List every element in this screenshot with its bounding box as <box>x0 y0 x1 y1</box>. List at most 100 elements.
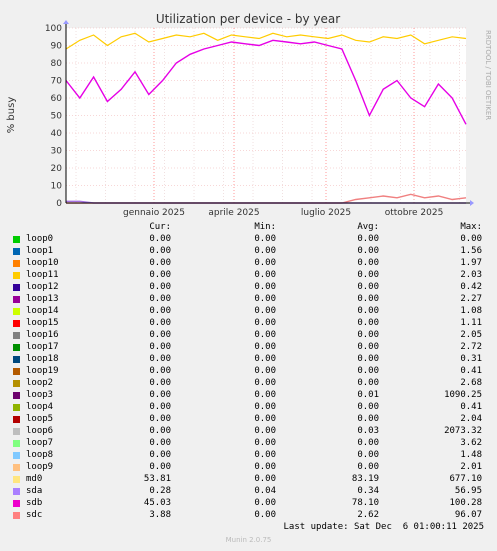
legend-row: loop16 0.00 0.00 0.00 2.05 <box>0 330 497 342</box>
legend-min: 0.00 <box>254 462 276 472</box>
legend-row: loop19 0.00 0.00 0.00 0.41 <box>0 366 497 378</box>
x-tick-label: luglio 2025 <box>301 208 351 218</box>
legend-swatch <box>13 248 20 255</box>
legend-row: loop13 0.00 0.00 0.00 2.27 <box>0 294 497 306</box>
legend-avg: 0.00 <box>357 258 379 268</box>
legend-max: 0.00 <box>460 234 482 244</box>
legend-max: 2073.32 <box>444 426 482 436</box>
legend-max: 677.10 <box>449 474 482 484</box>
legend-max: 0.41 <box>460 366 482 376</box>
legend-avg: 0.00 <box>357 330 379 340</box>
legend-min: 0.00 <box>254 474 276 484</box>
legend-avg: 0.00 <box>357 450 379 460</box>
y-tick-label: 80 <box>51 59 63 69</box>
legend-cur: 45.03 <box>143 498 171 508</box>
legend-swatch <box>13 392 20 399</box>
legend-cur: 53.81 <box>143 474 171 484</box>
grid <box>66 27 466 204</box>
x-axis-arrow <box>470 200 474 206</box>
legend-swatch <box>13 380 20 387</box>
legend-avg: 0.00 <box>357 342 379 352</box>
y-tick-label: 50 <box>51 112 63 122</box>
y-tick-label: 60 <box>51 94 63 104</box>
legend-min: 0.00 <box>254 306 276 316</box>
legend-max: 96.07 <box>454 510 482 520</box>
legend-row: loop17 0.00 0.00 0.00 2.72 <box>0 342 497 354</box>
legend-avg: 0.00 <box>357 246 379 256</box>
legend-name: loop1 <box>26 246 54 256</box>
legend-cur: 0.00 <box>149 414 171 424</box>
legend-swatch <box>13 440 20 447</box>
legend-avg: 78.10 <box>351 498 379 508</box>
legend-name: sda <box>26 486 43 496</box>
y-tick-label: 40 <box>51 129 63 139</box>
legend-name: sdb <box>26 498 43 508</box>
legend-max: 0.31 <box>460 354 482 364</box>
legend-min: 0.00 <box>254 330 276 340</box>
legend-swatch <box>13 404 20 411</box>
y-tick-label: 70 <box>51 77 63 87</box>
y-axis-label: % busy <box>6 97 17 134</box>
y-tick-label: 30 <box>51 147 63 157</box>
legend-row: loop4 0.00 0.00 0.00 0.41 <box>0 402 497 414</box>
legend-header-cur: Cur: <box>149 222 171 232</box>
legend-avg: 2.62 <box>357 510 379 520</box>
legend-swatch <box>13 452 20 459</box>
legend-cur: 0.00 <box>149 438 171 448</box>
legend-row: loop9 0.00 0.00 0.00 2.01 <box>0 462 497 474</box>
legend-max: 1.97 <box>460 258 482 268</box>
legend-swatch <box>13 356 20 363</box>
legend-cur: 3.88 <box>149 510 171 520</box>
legend-max: 2.72 <box>460 342 482 352</box>
x-tick-label: ottobre 2025 <box>385 208 444 218</box>
legend-row: sdb 45.03 0.00 78.10 100.28 <box>0 498 497 510</box>
legend-avg: 0.00 <box>357 318 379 328</box>
legend-row: loop8 0.00 0.00 0.00 1.48 <box>0 450 497 462</box>
legend-cur: 0.00 <box>149 330 171 340</box>
legend-name: loop13 <box>26 294 59 304</box>
last-update: Last update: Sat Dec 6 01:00:11 2025 <box>283 522 484 532</box>
legend-cur: 0.00 <box>149 390 171 400</box>
legend-min: 0.00 <box>254 366 276 376</box>
legend-max: 1.56 <box>460 246 482 256</box>
legend-name: loop3 <box>26 390 54 400</box>
legend-cur: 0.00 <box>149 354 171 364</box>
legend-name: loop10 <box>26 258 59 268</box>
legend-min: 0.00 <box>254 318 276 328</box>
legend-min: 0.00 <box>254 294 276 304</box>
legend-header-avg: Avg: <box>357 222 379 232</box>
legend-row: loop2 0.00 0.00 0.00 2.68 <box>0 378 497 390</box>
legend-row: loop3 0.00 0.00 0.01 1090.25 <box>0 390 497 402</box>
legend-swatch <box>13 296 20 303</box>
legend-max: 1.11 <box>460 318 482 328</box>
legend-min: 0.00 <box>254 234 276 244</box>
y-axis-arrow <box>63 20 69 24</box>
legend-name: loop5 <box>26 414 54 424</box>
legend-avg: 0.00 <box>357 234 379 244</box>
legend-name: loop12 <box>26 282 59 292</box>
legend-name: loop15 <box>26 318 59 328</box>
legend-avg: 0.00 <box>357 270 379 280</box>
legend-cur: 0.00 <box>149 378 171 388</box>
rrdtool-watermark: RRDTOOL / TOBI OETIKER <box>484 30 492 120</box>
legend-cur: 0.28 <box>149 486 171 496</box>
y-tick-label: 90 <box>51 42 63 52</box>
legend-row: sda 0.28 0.04 0.34 56.95 <box>0 486 497 498</box>
legend-row: loop5 0.00 0.00 0.00 2.04 <box>0 414 497 426</box>
legend-name: loop17 <box>26 342 59 352</box>
legend-swatch <box>13 344 20 351</box>
legend-name: loop11 <box>26 270 59 280</box>
legend-cur: 0.00 <box>149 306 171 316</box>
legend-avg: 0.00 <box>357 306 379 316</box>
x-tick-label: gennaio 2025 <box>123 208 185 218</box>
y-tick-label: 10 <box>51 182 63 192</box>
legend-name: loop0 <box>26 234 54 244</box>
legend-cur: 0.00 <box>149 342 171 352</box>
legend-min: 0.00 <box>254 402 276 412</box>
legend-min: 0.00 <box>254 246 276 256</box>
legend-avg: 0.00 <box>357 462 379 472</box>
legend-min: 0.00 <box>254 354 276 364</box>
legend-max: 2.01 <box>460 462 482 472</box>
legend-swatch <box>13 464 20 471</box>
legend-max: 100.28 <box>449 498 482 508</box>
